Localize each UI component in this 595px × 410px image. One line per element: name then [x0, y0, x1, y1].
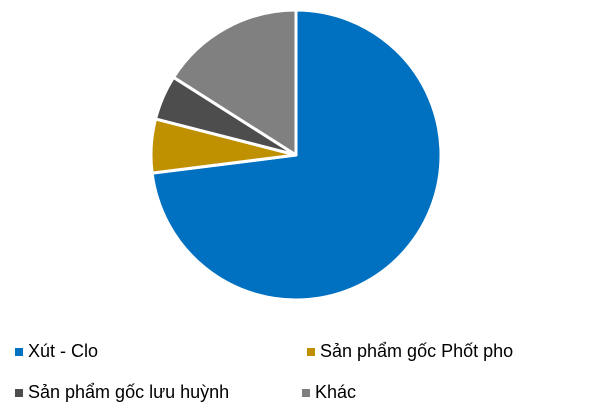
legend-marker	[302, 389, 310, 397]
pie-slice	[172, 8, 298, 157]
legend-marker	[15, 389, 23, 397]
legend-label: Khác	[315, 382, 356, 402]
legend-label: Xút - Clo	[28, 341, 98, 361]
legend-marker	[15, 348, 23, 356]
legend-label: Sản phẩm gốc lưu huỳnh	[28, 382, 229, 402]
legend-marker	[307, 348, 315, 356]
legend-label: Sản phẩm gốc Phốt pho	[320, 341, 513, 361]
